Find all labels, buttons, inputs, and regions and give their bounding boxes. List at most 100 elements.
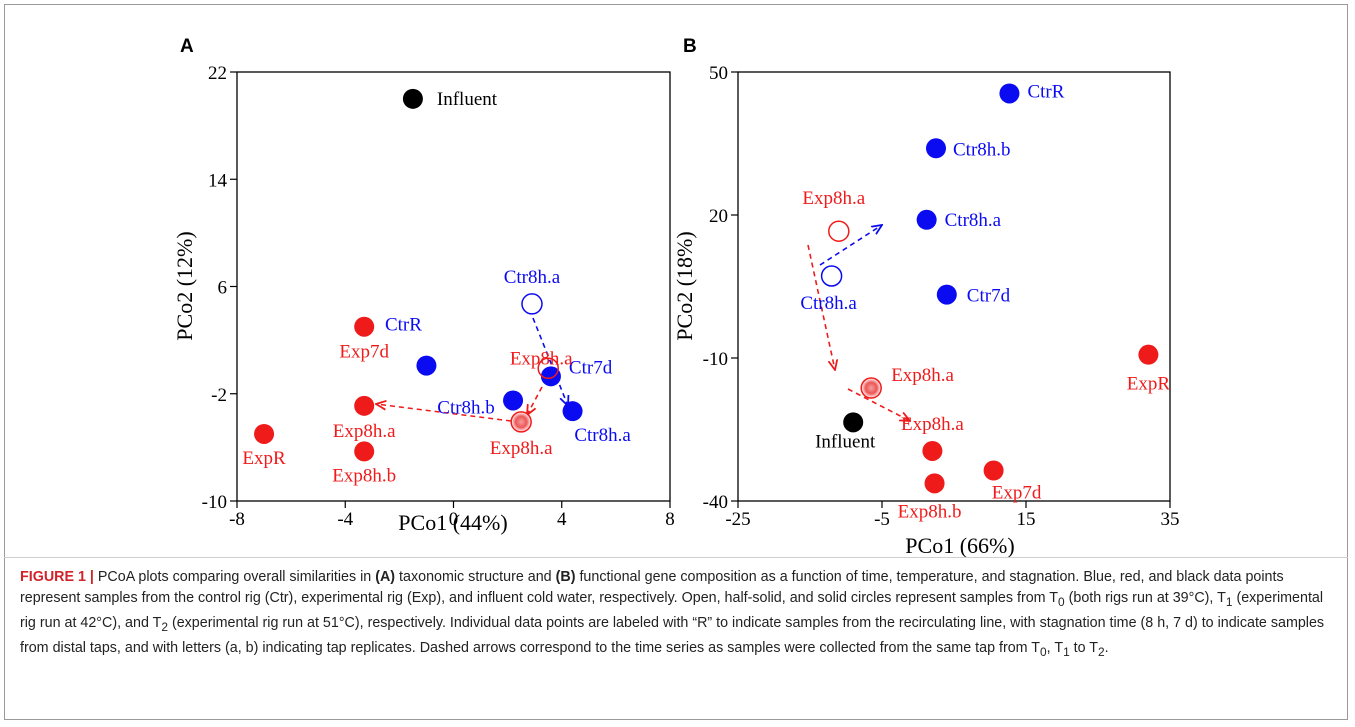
panel-b-y-tick-label: -10: [703, 349, 728, 370]
panel-a-y-tick-label: 14: [208, 170, 228, 191]
caption-subscript: 2: [1098, 644, 1105, 659]
panel-b-x-tick-label: 15: [1017, 509, 1036, 530]
panel-a-point-label: Influent: [437, 89, 498, 110]
panel-a-point-ctr8h-b-solid: [503, 390, 524, 411]
panel-b-point-label: CtrR: [1027, 81, 1064, 102]
panel-b-point-label: Ctr7d: [967, 286, 1011, 307]
panel-a-label: A: [180, 36, 194, 57]
panel-a: A PCo1 (44%) PCo2 (12%) -8 -4 0 4 8 -10 -2 6 14 2…: [172, 36, 675, 535]
panel-a-arrow-exp-tap-t2: [376, 404, 512, 422]
caption-text: functional gene composition as a functio…: [20, 569, 1284, 606]
panel-a-point-ctr8h-a-solid: [562, 401, 583, 422]
panel-b-point-exp8h-a-solid: [922, 440, 943, 461]
panel-b-point-label: Influent: [815, 431, 876, 452]
panel-b-point-label: Exp8h.a: [802, 188, 865, 209]
figure-caption: FIGURE 1 | PCoA plots comparing overall …: [20, 567, 1332, 663]
panel-a-arrow-ctr8ha: [532, 317, 568, 406]
caption-text: (experimental rig run at 51°C), respecti…: [20, 614, 1325, 656]
panel-b-point-label: Ctr8h.b: [953, 139, 1011, 160]
caption-text: (both rigs run at 39°C), T: [1064, 590, 1226, 606]
panel-b-point-ctr7d-solid: [936, 284, 957, 305]
panel-b-label: B: [683, 36, 697, 57]
panel-a-point-ctrr-solid: [416, 355, 437, 376]
panel-b-point-label: Exp8h.b: [898, 501, 962, 522]
caption-text: , T: [1046, 639, 1064, 656]
caption-text: taxonomic structure and: [395, 569, 556, 585]
panel-b-point-exp8h-a-half: [860, 377, 882, 399]
panel-b-point-label: Ctr8h.a: [800, 293, 857, 314]
panel-b-point-influent-solid: [843, 412, 864, 433]
panel-a-point-label: Exp8h.b: [332, 465, 396, 486]
panel-b-arrow-ctr8ha: [819, 225, 882, 266]
panel-b-y-tick-label: 20: [709, 206, 728, 227]
panel-a-point-label: ExpR: [242, 448, 286, 469]
panel-b-x-tick-label: -25: [725, 509, 750, 530]
caption-text: (experimental rig run at 42°C), and T: [20, 590, 1324, 631]
caption-text: PCoA plots comparing overall similaritie…: [93, 569, 376, 585]
panel-a-arrow-exp-tap-t1: [527, 386, 543, 415]
panel-a-point-label: Exp8h.a: [510, 348, 573, 369]
caption-subscript: 2: [161, 619, 168, 634]
panel-a-point-exp8h-b-solid: [354, 441, 375, 462]
panel-a-point-expr-solid: [254, 423, 275, 444]
caption-figure-label: FIGURE 1 |: [20, 569, 94, 585]
panel-b-arrow-exp-tap-t2: [847, 388, 910, 421]
caption-subscript: 1: [1225, 594, 1233, 609]
panel-a-point-exp7d-solid: [354, 316, 375, 337]
panel-b-point-ctrr-solid: [999, 83, 1020, 104]
caption-subscript: 1: [1063, 644, 1070, 659]
panel-a-point-label: Exp7d: [339, 342, 389, 363]
panel-b-plot-frame: [737, 71, 1171, 502]
caption-subscript: 0: [1058, 594, 1065, 609]
panel-b-point-exp8h-b-solid: [924, 473, 945, 494]
panel-b-point-exp7d-solid: [983, 460, 1004, 481]
panel-b-point-ctr8h-a-open: [820, 265, 843, 287]
panel-a-point-label: Exp8h.a: [333, 421, 396, 442]
panel-a-y-tick-label: -2: [211, 385, 227, 406]
panel-b-x-tick-label: -5: [874, 509, 890, 530]
panel-a-x-axis-label: PCo1 (44%): [398, 510, 507, 535]
panel-a-point-label: Ctr8h.b: [437, 397, 495, 418]
panel-a-point-influent-solid: [402, 88, 423, 109]
panel-a-x-tick-label: -4: [337, 509, 353, 530]
panel-b-y-tick-label: -40: [703, 492, 728, 513]
panel-a-x-tick-label: -8: [229, 509, 245, 530]
caption-subscript: 0: [1040, 644, 1047, 659]
panel-b-point-ctr8h-a-solid: [916, 209, 937, 230]
panel-a-point-label: CtrR: [385, 315, 422, 336]
panel-b-point-label: Ctr8h.a: [945, 210, 1002, 231]
caption-text-bold: (A): [375, 569, 396, 585]
caption-text: to T: [1069, 639, 1099, 656]
panel-a-y-axis-label: PCo2 (12%): [172, 231, 197, 340]
panel-b-point-label: Exp8h.a: [891, 365, 954, 386]
panel-b-point-label: ExpR: [1127, 374, 1171, 395]
panel-a-y-tick-label: 22: [208, 63, 227, 84]
caption-text: .: [1104, 639, 1109, 656]
panel-a-x-tick-label: 8: [665, 509, 675, 530]
panel-a-x-tick-label: 4: [557, 509, 567, 530]
figure-frame: [4, 4, 1348, 720]
panel-b-point-exp8h-a-open: [828, 220, 850, 242]
panel-a-point-label: Ctr8h.a: [504, 267, 561, 288]
panel-a-point-exp8h-a-half: [510, 411, 532, 433]
panel-a-y-tick-label: 6: [218, 278, 228, 299]
panel-b-y-axis-label: PCo2 (18%): [672, 231, 697, 340]
panel-b-point-ctr8h-b-solid: [926, 138, 946, 159]
panel-b-x-tick-label: 35: [1161, 509, 1180, 530]
panel-a-point-exp8h-a-solid: [354, 395, 375, 416]
panel-a-y-tick-label: -10: [202, 492, 227, 513]
panel-a-point-label: Ctr8h.a: [574, 425, 631, 446]
panel-b: B PCo1 (66%) PCo2 (18%) -25 -5 15 35 -40 -10 2…: [672, 36, 1180, 557]
panel-b-point-label: Exp7d: [992, 482, 1042, 503]
panel-b-arrow-exp-tap-t1: [807, 244, 835, 370]
caption-divider: [4, 557, 1348, 558]
pcoa-figure: A PCo1 (44%) PCo2 (12%) -8 -4 0 4 8-10-26142…: [172, 36, 1180, 557]
caption-text-bold: (B): [555, 569, 576, 585]
panel-a-point-ctr7d-solid: [540, 366, 561, 387]
panel-b-y-tick-label: 50: [709, 63, 728, 84]
panel-a-x-tick-label: 0: [449, 509, 459, 530]
panel-b-x-axis-label: PCo1 (66%): [905, 533, 1014, 557]
panel-a-point-label: Ctr7d: [569, 357, 613, 378]
panel-a-point-exp8h-a-open: [537, 357, 559, 380]
panel-a-point-label: Exp8h.a: [490, 438, 553, 459]
